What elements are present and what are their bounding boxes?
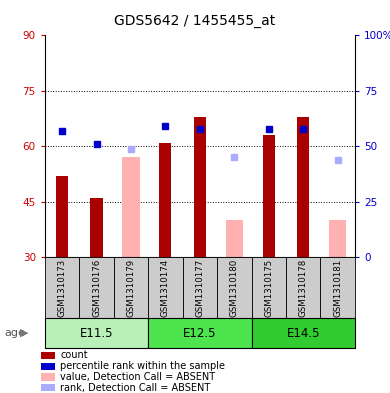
Text: value, Detection Call = ABSENT: value, Detection Call = ABSENT [60,372,215,382]
Text: ▶: ▶ [20,328,29,338]
Bar [79,257,114,318]
Bar [122,158,140,257]
Bar [321,257,355,318]
Bar [194,117,206,257]
Bar [252,257,286,318]
Bar [217,257,252,318]
Bar [41,384,55,391]
Bar [263,135,275,257]
Text: percentile rank within the sample: percentile rank within the sample [60,361,225,371]
Bar [45,257,79,318]
Bar [41,352,55,359]
Bar [297,117,309,257]
Text: GSM1310181: GSM1310181 [333,259,342,317]
Text: GSM1310175: GSM1310175 [264,259,273,317]
Bar [114,257,148,318]
Bar [56,176,68,257]
Text: E14.5: E14.5 [287,327,320,340]
Text: rank, Detection Call = ABSENT: rank, Detection Call = ABSENT [60,383,210,393]
Bar [45,318,148,348]
Bar [148,318,252,348]
Text: count: count [60,350,88,360]
Text: GDS5642 / 1455455_at: GDS5642 / 1455455_at [114,14,276,28]
Bar [41,362,55,370]
Bar [160,143,172,257]
Bar [226,220,243,257]
Text: GSM1310179: GSM1310179 [126,259,135,317]
Text: GSM1310178: GSM1310178 [299,259,308,317]
Bar [148,257,183,318]
Text: GSM1310177: GSM1310177 [195,259,204,317]
Bar [286,257,321,318]
Bar [183,257,217,318]
Text: E12.5: E12.5 [183,327,216,340]
Text: GSM1310173: GSM1310173 [58,259,67,317]
Text: GSM1310176: GSM1310176 [92,259,101,317]
Text: GSM1310180: GSM1310180 [230,259,239,317]
Text: E11.5: E11.5 [80,327,113,340]
Bar [252,318,355,348]
Text: age: age [4,328,25,338]
Bar [329,220,346,257]
Bar [90,198,103,257]
Bar [41,373,55,381]
Text: GSM1310174: GSM1310174 [161,259,170,317]
